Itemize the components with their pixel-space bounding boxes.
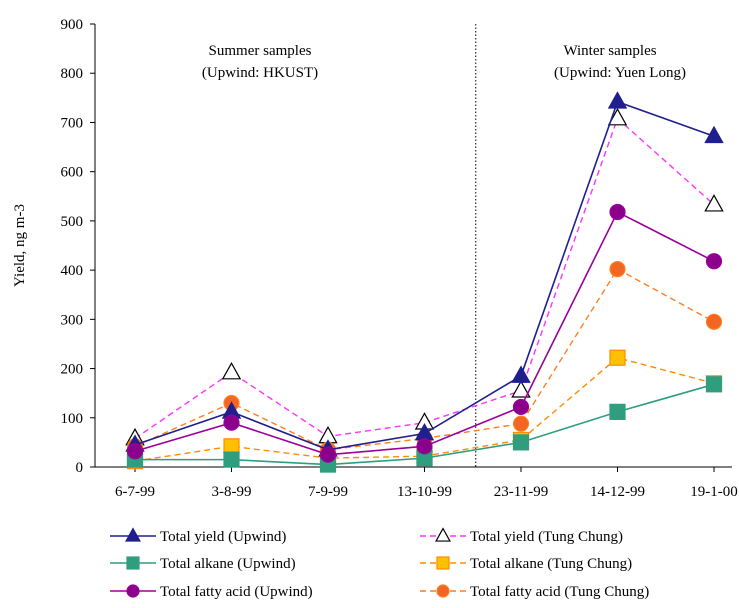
series-0 (125, 91, 724, 457)
legend: Total yield (Upwind) Total yield (Tung Ch… (110, 527, 649, 600)
series-2 (126, 376, 723, 473)
data-point (319, 446, 337, 463)
summer-annotation-line1: Summer samples (209, 43, 312, 59)
y-tick-label: 900 (61, 17, 84, 33)
x-tick-label: 3-8-99 (212, 484, 252, 500)
y-tick-label: 200 (61, 362, 84, 378)
legend-item: Total fatty acid (Upwind) (110, 584, 313, 600)
data-point (609, 403, 626, 420)
y-tick-label: 800 (61, 66, 84, 82)
x-tick-label: 7-9-99 (308, 484, 348, 500)
x-tick-label: 13-10-99 (397, 484, 452, 500)
legend-label: Total alkane (Tung Chung) (470, 556, 632, 572)
data-point (704, 194, 724, 212)
summer-annotation-line2: (Upwind: HKUST) (202, 65, 318, 81)
data-point (607, 107, 628, 126)
legend-label: Total fatty acid (Upwind) (160, 584, 313, 600)
data-point (609, 349, 626, 366)
legend-item: Total alkane (Tung Chung) (420, 556, 632, 572)
data-point (705, 253, 723, 270)
data-point (416, 438, 433, 455)
data-point (512, 415, 530, 432)
winter-annotation-line2: (Upwind: Yuen Long) (554, 65, 686, 81)
legend-item: Total fatty acid (Tung Chung) (420, 584, 649, 600)
data-point (607, 91, 628, 109)
series-layer (125, 91, 724, 473)
data-point (223, 414, 240, 431)
data-point (705, 313, 723, 330)
data-point (511, 365, 531, 383)
data-point (609, 261, 626, 278)
data-point (435, 527, 451, 542)
data-point (126, 443, 144, 460)
data-point (704, 125, 724, 144)
data-point (126, 584, 140, 598)
y-tick-label: 100 (61, 411, 84, 427)
legend-label: Total yield (Tung Chung) (470, 529, 623, 545)
series-line (134, 117, 715, 440)
y-tick-label: 300 (61, 312, 84, 328)
data-point (511, 380, 531, 398)
y-axis-label: Yield, ng m-3 (12, 204, 28, 287)
x-tick-label: 19-1-00 (690, 484, 738, 500)
legend-item: Total yield (Upwind) (110, 527, 286, 545)
chart-axes: 0 100 200 300 400 500 600 700 800 900 6-7-99 3-8-99… (61, 17, 738, 500)
y-tick-label: 500 (61, 214, 84, 230)
x-tick-label: 23-11-99 (494, 484, 548, 500)
data-point (126, 556, 140, 570)
legend-item: Total yield (Tung Chung) (420, 527, 623, 545)
legend-label: Total fatty acid (Tung Chung) (470, 584, 649, 600)
data-point (223, 451, 240, 468)
data-point (512, 398, 530, 416)
legend-label: Total yield (Upwind) (160, 529, 286, 545)
data-point (221, 361, 242, 380)
data-point (436, 556, 450, 570)
series-4 (126, 203, 723, 463)
x-tick-label: 6-7-99 (115, 484, 155, 500)
y-tick-label: 400 (61, 263, 84, 279)
y-tick-label: 0 (76, 460, 84, 476)
series-1 (125, 107, 724, 446)
data-point (512, 434, 530, 451)
y-tick-label: 600 (61, 165, 84, 181)
data-point (705, 376, 723, 393)
x-tick-label: 14-12-99 (590, 484, 645, 500)
data-point (609, 203, 626, 221)
data-point (436, 584, 450, 598)
legend-label: Total alkane (Upwind) (160, 556, 296, 572)
series-line (134, 100, 715, 451)
y-tick-label: 700 (61, 115, 84, 131)
winter-annotation-line1: Winter samples (563, 43, 656, 59)
legend-item: Total alkane (Upwind) (110, 556, 296, 572)
data-point (125, 527, 141, 542)
